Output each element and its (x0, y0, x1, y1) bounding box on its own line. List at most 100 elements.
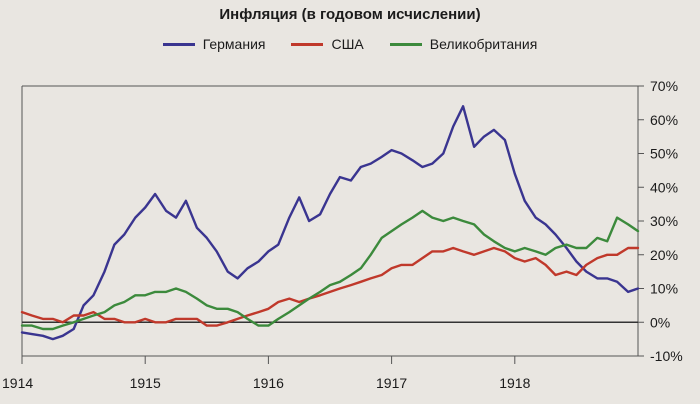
data-point-uk (267, 324, 270, 327)
data-point-uk (144, 294, 146, 297)
data-point-germany (21, 331, 23, 334)
data-point-germany (534, 216, 537, 219)
data-point-usa (21, 311, 23, 313)
data-point-usa (226, 321, 229, 324)
data-point-usa (585, 264, 588, 266)
data-point-uk (585, 247, 588, 249)
data-point-uk (523, 247, 526, 249)
y-tick-label: 60% (650, 112, 678, 128)
data-point-uk (606, 240, 608, 243)
data-point-uk (246, 318, 249, 320)
x-tick-label: 1918 (499, 375, 530, 391)
data-point-uk (473, 223, 475, 226)
data-point-usa (504, 250, 506, 253)
data-point-germany (493, 129, 495, 131)
data-point-germany (585, 270, 588, 273)
data-point-germany (246, 267, 249, 270)
chart-title: Инфляция (в годовом исчислении) (219, 6, 481, 23)
data-point-usa (421, 257, 424, 259)
data-point-uk (226, 307, 229, 310)
data-point-germany (411, 159, 414, 162)
data-point-usa (534, 257, 537, 259)
data-point-germany (226, 270, 229, 273)
data-point-usa (473, 253, 475, 256)
data-point-uk (452, 216, 455, 219)
data-point-usa (411, 264, 414, 266)
data-point-germany (154, 193, 156, 195)
data-point-uk (175, 287, 177, 290)
y-tick-label: 20% (650, 247, 678, 263)
data-point-usa (154, 321, 156, 324)
data-point-germany (483, 135, 485, 138)
data-point-usa (329, 291, 331, 293)
data-point-germany (215, 250, 218, 253)
data-point-germany (380, 156, 383, 158)
data-point-uk (154, 291, 156, 293)
data-point-germany (627, 291, 629, 293)
data-point-germany (514, 172, 516, 175)
data-point-usa (82, 314, 85, 317)
data-point-uk (350, 274, 352, 276)
data-point-uk (123, 301, 126, 303)
legend-label-uk: Великобритания (429, 36, 538, 52)
data-point-uk (165, 291, 167, 293)
data-point-uk (431, 216, 434, 219)
data-point-uk (565, 243, 568, 246)
x-tick-label: 1916 (253, 375, 284, 391)
data-point-uk (103, 311, 106, 313)
data-point-uk (544, 253, 547, 256)
data-point-usa (554, 274, 557, 276)
data-point-germany (350, 179, 352, 182)
series-line-usa (20, 246, 640, 327)
legend-item-usa: США (291, 36, 364, 52)
x-tick-label: 1914 (2, 375, 33, 391)
data-point-usa (257, 311, 260, 313)
data-point-usa (103, 318, 106, 320)
data-point-germany (606, 277, 608, 280)
data-point-uk (185, 291, 187, 293)
y-tick-label: 0% (650, 314, 670, 330)
data-point-usa (575, 274, 578, 276)
data-point-usa (596, 257, 599, 259)
data-point-germany (554, 233, 557, 236)
data-point-germany (175, 216, 177, 219)
data-point-usa (452, 247, 455, 249)
y-tick-label: 70% (650, 78, 678, 94)
y-tick-label: 40% (650, 179, 678, 195)
data-point-germany (523, 199, 526, 202)
data-point-usa (165, 321, 167, 324)
data-point-germany (165, 210, 167, 212)
data-point-germany (544, 223, 547, 226)
data-point-germany (298, 196, 301, 199)
data-point-uk (514, 250, 516, 253)
data-point-uk (257, 324, 260, 327)
data-point-uk (288, 311, 291, 313)
data-point-germany (82, 304, 85, 307)
data-point-uk (637, 230, 639, 232)
data-point-germany (390, 149, 393, 151)
data-point-germany (637, 287, 639, 290)
legend-label-germany: Германия (202, 36, 266, 52)
data-point-uk (616, 216, 618, 219)
data-point-uk (92, 314, 95, 317)
data-point-uk (360, 267, 362, 270)
data-point-germany (596, 277, 599, 280)
data-point-usa (493, 247, 495, 249)
data-point-germany (575, 260, 578, 263)
data-point-usa (288, 297, 291, 300)
data-point-usa (134, 321, 137, 324)
data-point-uk (390, 230, 393, 232)
legend-swatch-usa (291, 42, 324, 46)
data-point-usa (514, 257, 516, 259)
data-point-germany (329, 193, 331, 195)
data-point-germany (565, 247, 568, 249)
data-point-germany (277, 243, 280, 246)
data-point-germany (134, 216, 137, 219)
series-line-uk (20, 209, 640, 331)
data-point-germany (103, 270, 106, 273)
data-point-germany (462, 105, 464, 108)
data-point-usa (52, 318, 54, 320)
data-point-uk (61, 324, 64, 327)
data-point-germany (504, 139, 506, 141)
